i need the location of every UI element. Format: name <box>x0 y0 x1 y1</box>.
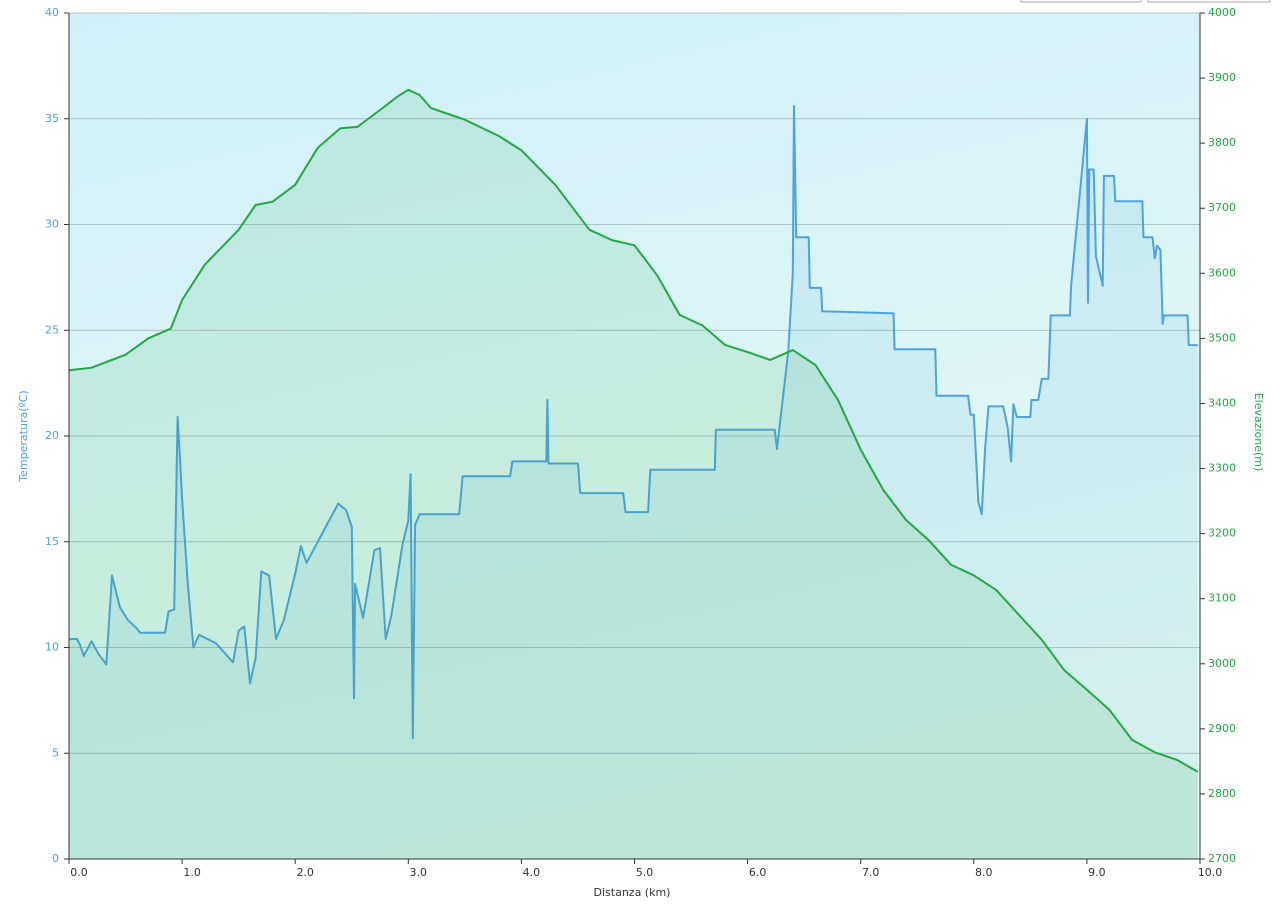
x-tick-label: 10.0 <box>1198 866 1223 879</box>
y2-tick-label: 3200 <box>1208 527 1236 540</box>
y2-tick-label: 3000 <box>1208 657 1236 670</box>
x-tick-label: 7.0 <box>862 866 880 879</box>
y-axis-label: Temperatura(ºC) <box>17 390 30 482</box>
y-tick-label: 0 <box>52 852 59 865</box>
y-tick-label: 35 <box>45 112 59 125</box>
y2-tick-label: 3400 <box>1208 396 1236 409</box>
y2-axis-label: Elevazione(m) <box>1252 393 1265 472</box>
y2-tick-label: 3700 <box>1208 201 1236 214</box>
y2-tick-label: 2900 <box>1208 722 1236 735</box>
line <box>68 88 1199 773</box>
y2-tick-label: 3900 <box>1208 71 1236 84</box>
y2-tick-label: 2700 <box>1208 852 1236 865</box>
button[interactable] <box>1147 0 1271 3</box>
x-tick-label: 0.0 <box>70 866 88 879</box>
x-tick-label: 2.0 <box>296 866 314 879</box>
plot <box>68 12 1200 860</box>
y2-tick-label: 3300 <box>1208 462 1236 475</box>
y2-tick-label: 3600 <box>1208 266 1236 279</box>
y2-tick-label: 3800 <box>1208 136 1236 149</box>
button[interactable] <box>1020 0 1142 3</box>
area <box>69 89 1198 860</box>
x-tick-label: 3.0 <box>410 866 428 879</box>
y2-tick-label: 3500 <box>1208 331 1236 344</box>
y-tick-label: 15 <box>45 535 59 548</box>
y2-tick-label: 3100 <box>1208 592 1236 605</box>
x-tick-label: 4.0 <box>523 866 541 879</box>
y-tick-label: 40 <box>45 6 59 19</box>
x-axis-label: Distanza (km) <box>594 886 671 899</box>
x-tick-label: 1.0 <box>183 866 201 879</box>
x-tick-label: 6.0 <box>749 866 767 879</box>
y-tick-label: 20 <box>45 429 59 442</box>
y-tick-label: 5 <box>52 746 59 759</box>
y-tick-label: 25 <box>45 323 59 336</box>
y2-tick-label: 4000 <box>1208 6 1236 19</box>
area <box>69 106 1198 860</box>
x-tick-label: 8.0 <box>975 866 993 879</box>
y-tick-label: 30 <box>45 218 59 231</box>
y2-tick-label: 2800 <box>1208 787 1236 800</box>
x-tick-label: 9.0 <box>1088 866 1106 879</box>
line <box>69 105 1198 740</box>
y-tick-label: 10 <box>45 641 59 654</box>
x-tick-label: 5.0 <box>636 866 654 879</box>
